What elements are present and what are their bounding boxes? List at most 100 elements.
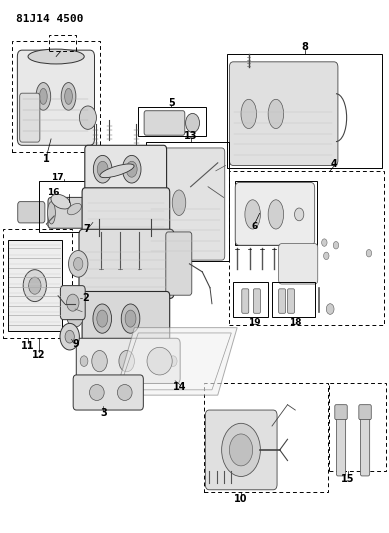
Circle shape — [29, 277, 41, 294]
Ellipse shape — [28, 49, 84, 64]
FancyBboxPatch shape — [230, 62, 338, 165]
Bar — [146, 142, 230, 261]
Circle shape — [294, 208, 304, 221]
Circle shape — [366, 249, 371, 257]
FancyBboxPatch shape — [359, 405, 371, 419]
Ellipse shape — [268, 200, 284, 229]
Ellipse shape — [97, 310, 108, 327]
FancyBboxPatch shape — [287, 289, 294, 313]
FancyBboxPatch shape — [235, 182, 315, 245]
Circle shape — [326, 304, 334, 314]
FancyBboxPatch shape — [18, 50, 95, 146]
Text: 5: 5 — [168, 98, 175, 108]
Ellipse shape — [282, 249, 305, 263]
FancyBboxPatch shape — [242, 289, 249, 313]
Bar — [3, 229, 72, 338]
Text: 81J14 4500: 81J14 4500 — [16, 14, 84, 24]
Polygon shape — [115, 328, 237, 395]
Text: 6: 6 — [251, 222, 258, 231]
Text: 9: 9 — [73, 339, 80, 349]
FancyBboxPatch shape — [79, 229, 174, 298]
Ellipse shape — [36, 83, 51, 110]
Circle shape — [80, 356, 88, 367]
Ellipse shape — [126, 161, 137, 177]
Bar — [329, 383, 386, 471]
FancyBboxPatch shape — [82, 292, 170, 345]
Text: 2: 2 — [82, 293, 89, 303]
Ellipse shape — [97, 161, 108, 177]
Circle shape — [23, 270, 46, 302]
Bar — [204, 383, 328, 492]
Text: 11: 11 — [21, 341, 35, 351]
FancyBboxPatch shape — [336, 405, 346, 476]
FancyBboxPatch shape — [279, 244, 318, 284]
Text: 8: 8 — [301, 43, 308, 52]
Bar — [235, 181, 317, 245]
Bar — [272, 282, 315, 317]
Ellipse shape — [65, 88, 72, 104]
Text: 15: 15 — [341, 474, 354, 484]
Bar — [39, 181, 98, 232]
Ellipse shape — [123, 156, 141, 183]
FancyBboxPatch shape — [76, 338, 180, 383]
Ellipse shape — [93, 156, 112, 183]
Bar — [233, 282, 268, 317]
Ellipse shape — [93, 304, 112, 333]
Ellipse shape — [67, 204, 81, 215]
FancyBboxPatch shape — [279, 289, 286, 313]
Ellipse shape — [241, 99, 256, 128]
Circle shape — [65, 330, 74, 343]
FancyBboxPatch shape — [85, 146, 166, 193]
Ellipse shape — [117, 384, 132, 400]
Circle shape — [186, 114, 200, 133]
Bar — [49, 35, 76, 51]
Ellipse shape — [39, 88, 47, 104]
Bar — [138, 107, 206, 136]
FancyBboxPatch shape — [20, 93, 40, 142]
Ellipse shape — [245, 200, 260, 229]
Ellipse shape — [121, 304, 140, 333]
Bar — [12, 41, 100, 152]
Text: 17: 17 — [51, 173, 63, 182]
Text: 14: 14 — [173, 382, 186, 392]
Bar — [228, 54, 382, 168]
Circle shape — [169, 356, 177, 367]
Bar — [230, 171, 384, 325]
Text: 18: 18 — [289, 318, 301, 327]
Text: 19: 19 — [248, 318, 261, 327]
Circle shape — [67, 304, 84, 327]
Text: 13: 13 — [184, 131, 197, 141]
FancyBboxPatch shape — [253, 289, 260, 313]
Text: 3: 3 — [100, 408, 107, 418]
FancyBboxPatch shape — [48, 197, 101, 228]
Circle shape — [67, 294, 79, 311]
Ellipse shape — [61, 83, 76, 110]
FancyBboxPatch shape — [60, 286, 85, 320]
Ellipse shape — [125, 310, 136, 327]
Ellipse shape — [172, 190, 186, 215]
Ellipse shape — [119, 351, 135, 372]
Text: 1: 1 — [43, 154, 50, 164]
Circle shape — [324, 252, 329, 260]
Ellipse shape — [92, 351, 107, 372]
FancyBboxPatch shape — [360, 405, 370, 476]
Text: 12: 12 — [32, 350, 46, 360]
Circle shape — [79, 106, 96, 130]
Text: 4: 4 — [331, 159, 337, 169]
Ellipse shape — [153, 190, 166, 215]
FancyBboxPatch shape — [18, 201, 45, 223]
Text: 16: 16 — [47, 188, 59, 197]
Ellipse shape — [100, 164, 134, 177]
FancyBboxPatch shape — [205, 410, 277, 490]
Circle shape — [333, 241, 339, 249]
Circle shape — [230, 434, 252, 466]
FancyBboxPatch shape — [147, 148, 225, 260]
Circle shape — [74, 257, 83, 270]
FancyBboxPatch shape — [166, 232, 192, 295]
Ellipse shape — [47, 201, 55, 224]
Text: 7: 7 — [83, 224, 90, 235]
FancyBboxPatch shape — [144, 111, 185, 135]
Circle shape — [322, 239, 327, 246]
Text: 10: 10 — [234, 494, 248, 504]
Ellipse shape — [51, 195, 70, 209]
